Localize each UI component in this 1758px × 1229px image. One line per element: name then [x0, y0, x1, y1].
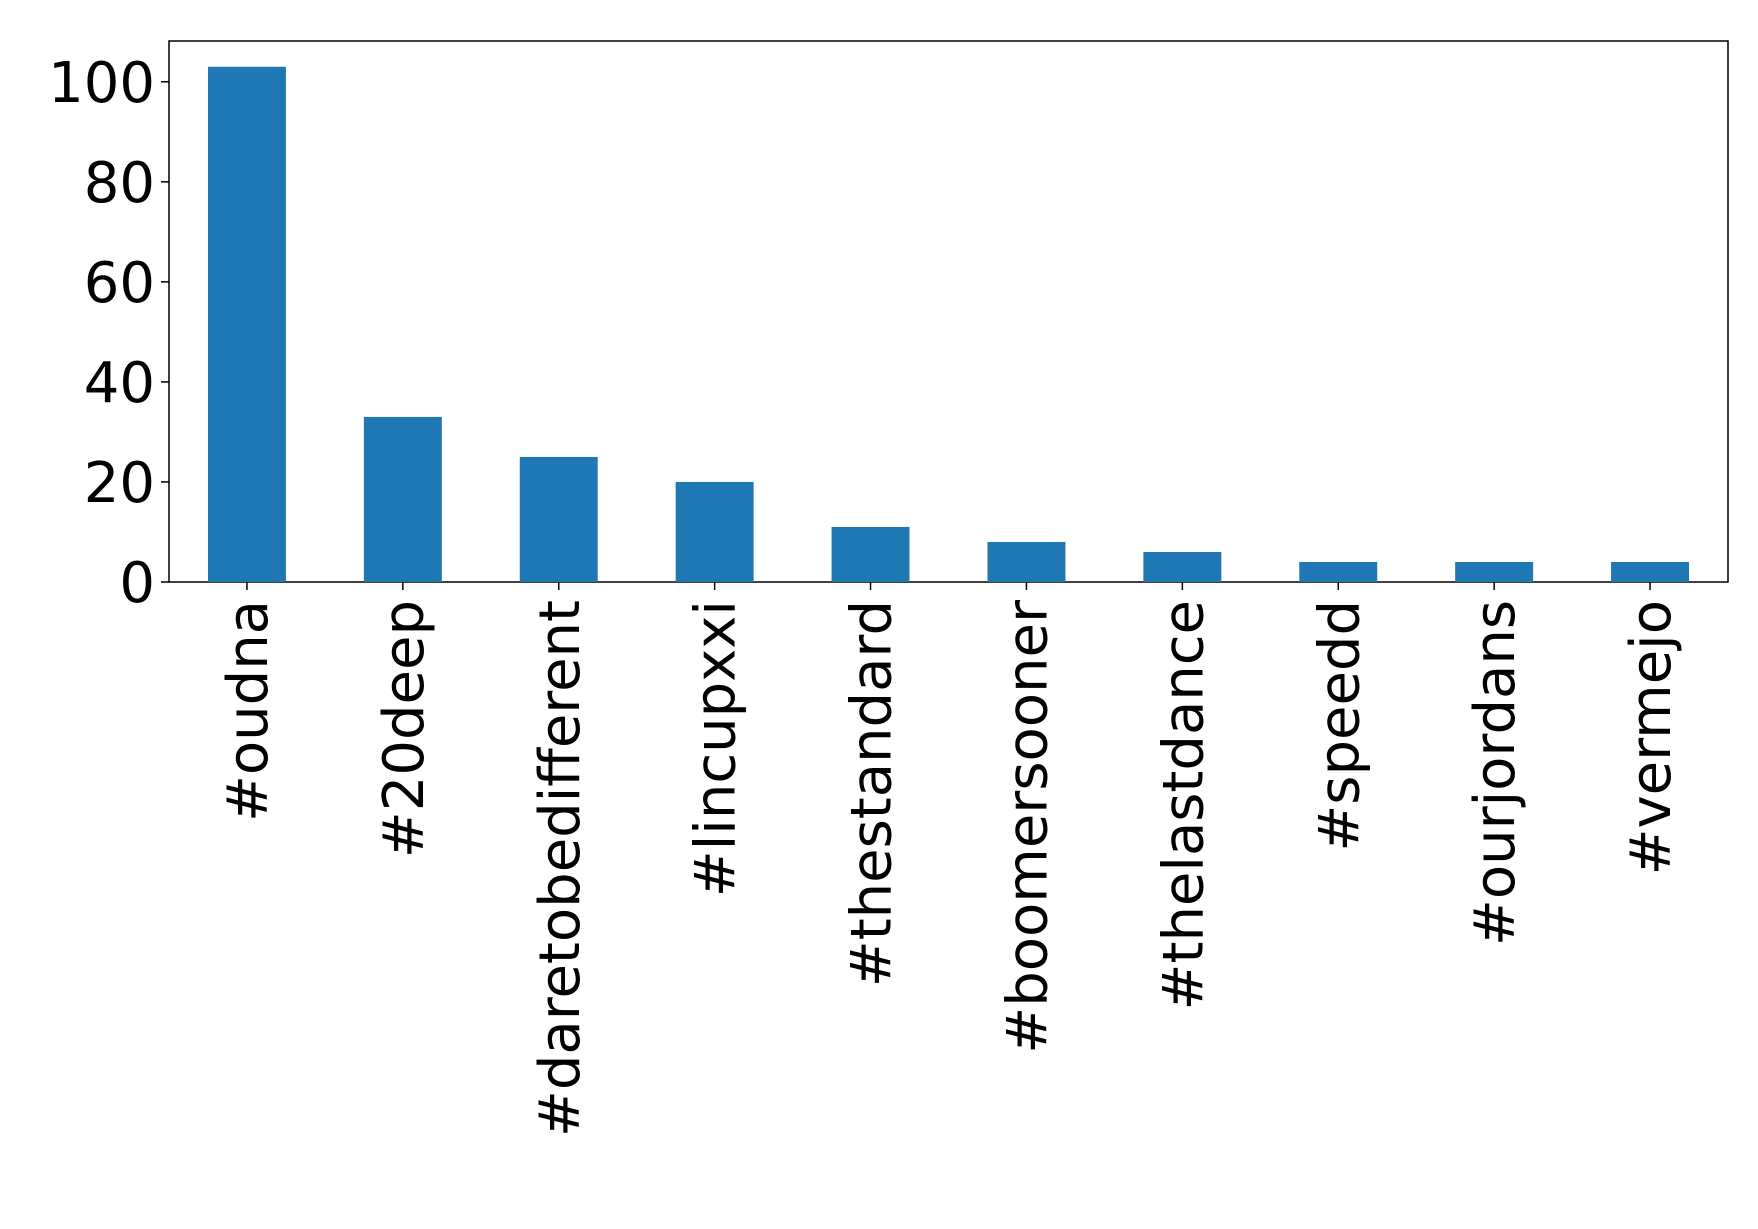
bar — [363, 416, 442, 582]
y-tick-label: 0 — [119, 551, 155, 616]
bar — [1611, 561, 1690, 582]
x-tick-label: #daretobedifferent — [528, 600, 593, 1137]
axes-frame — [168, 40, 1729, 583]
bar — [1299, 561, 1378, 582]
y-tick-label: 80 — [84, 151, 155, 216]
x-tick-label: #boomersooner — [995, 599, 1060, 1054]
x-tick-label: #speedd — [1307, 600, 1372, 852]
bar — [207, 66, 286, 582]
y-tick-label: 40 — [84, 351, 155, 416]
bar — [831, 526, 910, 582]
y-tick-label: 60 — [84, 251, 155, 316]
bar — [519, 456, 598, 582]
bar — [1455, 561, 1534, 582]
x-tick-label: #thelastdance — [1151, 600, 1216, 1010]
x-tick-label: #thestandard — [840, 600, 905, 987]
bar — [1143, 551, 1222, 582]
y-tick-label: 20 — [84, 451, 155, 516]
bar — [987, 541, 1066, 582]
x-tick-label: #oudna — [216, 600, 281, 822]
bar — [675, 481, 754, 582]
x-tick-label: #ourjordans — [1463, 600, 1528, 946]
y-tick-label: 100 — [48, 51, 155, 116]
x-tick-label: #lincupxxi — [684, 600, 749, 897]
x-tick-label: #20deep — [372, 600, 437, 858]
x-tick-label: #vermejo — [1619, 600, 1684, 875]
